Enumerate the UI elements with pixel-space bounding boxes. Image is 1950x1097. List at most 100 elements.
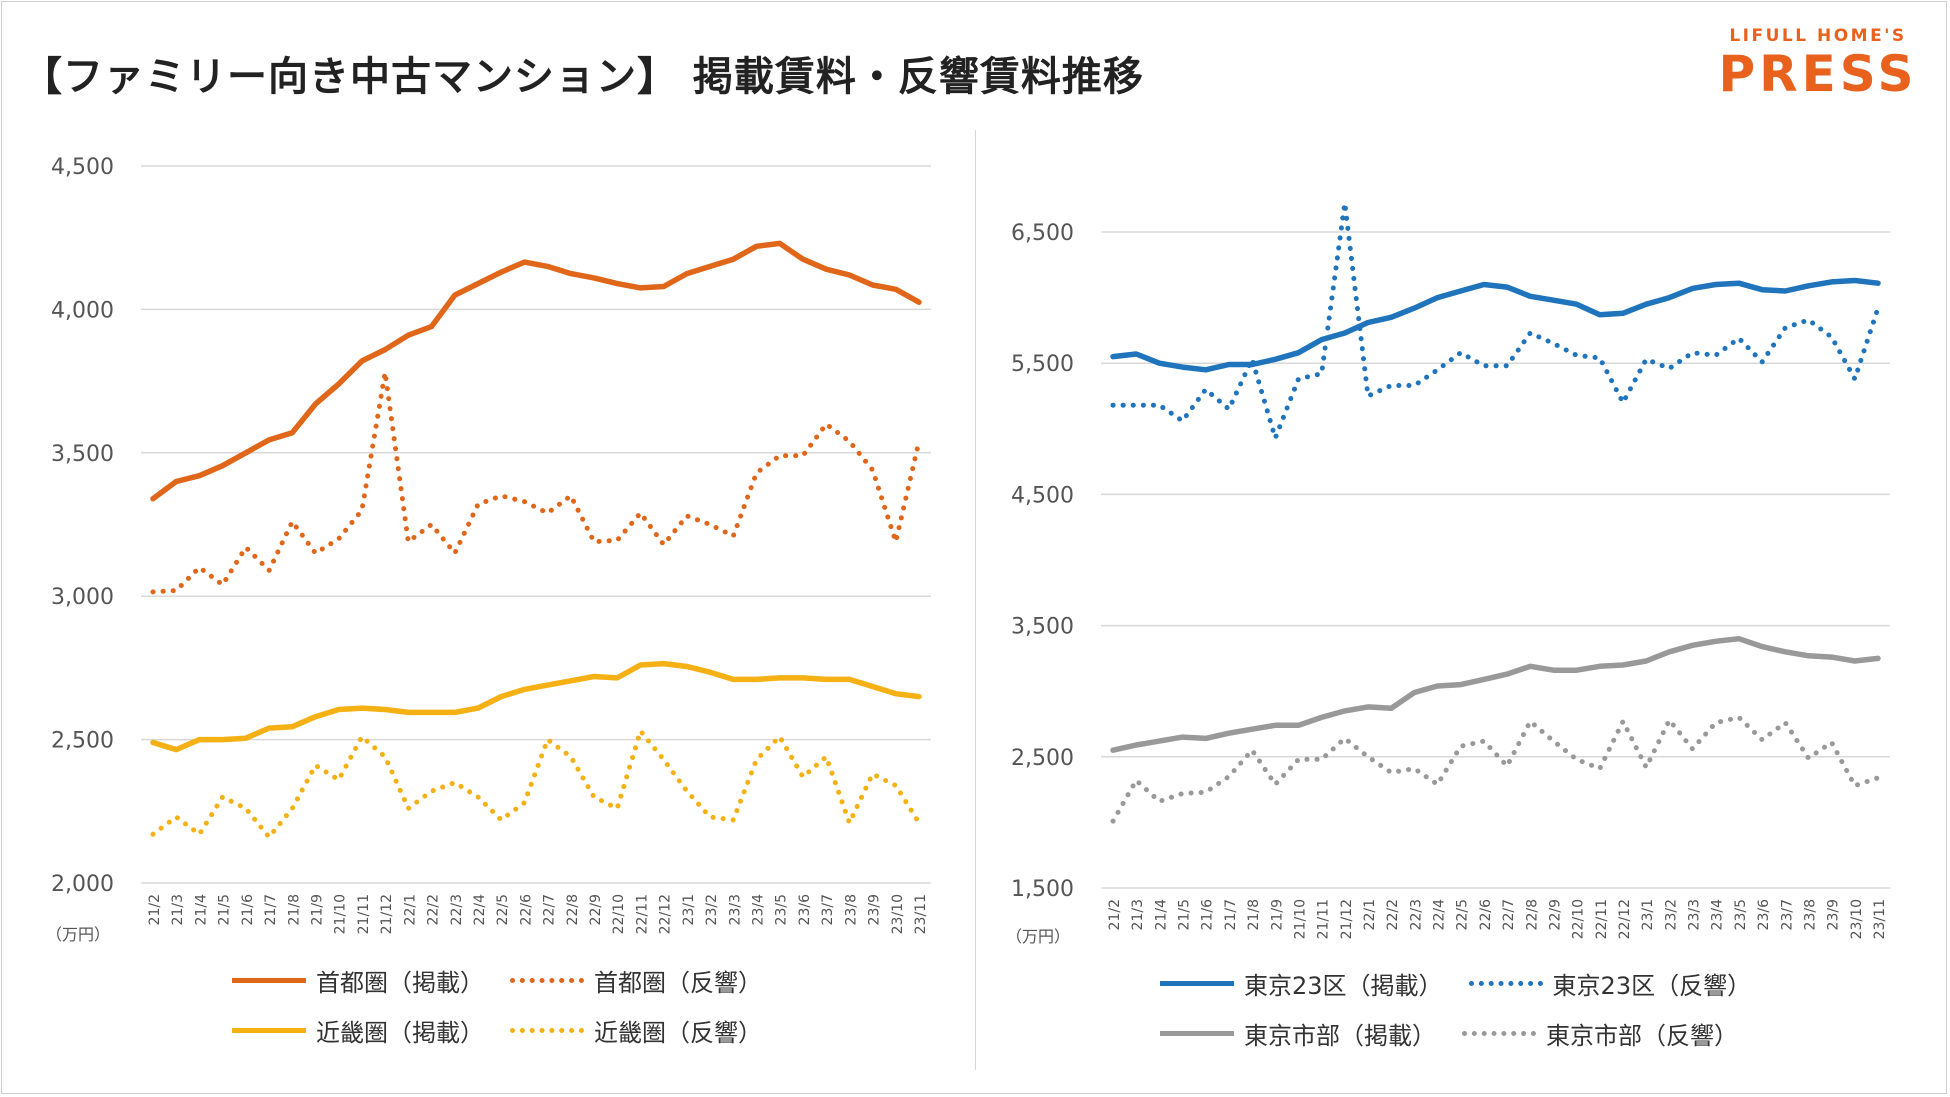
right-x-tick-label: 23/11: [1872, 899, 1888, 939]
right-x-tick-label: 22/1: [1362, 899, 1378, 930]
legend-item: 近畿圏（掲載）: [232, 1013, 484, 1048]
right-x-tick-label: 22/6: [1478, 899, 1494, 931]
page-title: 【ファミリー向き中古マンション】 掲載賃料・反響賃料推移: [22, 54, 1144, 100]
right-x-tick-label: 21/6: [1200, 899, 1216, 931]
right-x-tick-label: 23/10: [1849, 899, 1865, 939]
left-x-tick-label: 22/1: [402, 894, 418, 925]
left-x-tick-label: 21/8: [286, 894, 302, 925]
right-series-0-line: [1110, 277, 1881, 373]
left-x-tick-label: 22/5: [495, 894, 511, 925]
right-x-tick-label: 21/8: [1246, 899, 1262, 930]
right-series-2-line: [1110, 635, 1881, 753]
left-x-tick-label: 23/8: [843, 894, 859, 925]
legend-swatch: [1468, 980, 1543, 986]
left-x-tick-label: 23/6: [797, 894, 813, 926]
left-series-2-line: [150, 660, 922, 753]
legend-item: 近畿圏（反響）: [510, 1013, 762, 1048]
right-series-1-line: [1110, 200, 1881, 441]
right-x-tick-label: 21/11: [1316, 899, 1332, 939]
legend-label: 首都圏（掲載）: [316, 968, 484, 997]
right-x-tick-label: 21/10: [1292, 899, 1308, 939]
lifull-press-logo: LIFULL HOME'S PRESS: [1718, 26, 1918, 100]
legend-swatch: [1160, 1030, 1234, 1036]
right-x-tick-label: 21/3: [1130, 899, 1146, 930]
left-x-tick-label: 23/10: [890, 894, 906, 934]
right-x-tick-label: 21/4: [1153, 899, 1169, 931]
right-unit-label: （万円）: [1006, 927, 1070, 946]
legend-swatch: [232, 977, 306, 983]
left-y-tick-label: 3,000: [51, 585, 114, 610]
legend-item: 東京市部（掲載）: [1160, 1016, 1436, 1051]
logo-top-text: LIFULL HOME'S: [1729, 26, 1907, 46]
right-x-tick-label: 22/12: [1617, 899, 1633, 939]
left-y-tick-label: 2,000: [51, 872, 114, 897]
right-x-tick-label: 21/9: [1269, 899, 1285, 930]
legend-row: 近畿圏（掲載） 近畿圏（反響）: [232, 1005, 788, 1055]
legend-right: 東京23区（掲載） 東京23区（反響） 東京市部（掲載） 東京市部（反響）: [1160, 958, 1777, 1058]
left-y-tick-label: 4,500: [51, 155, 114, 180]
left-x-tick-label: 22/9: [588, 894, 604, 925]
legend-swatch: [232, 1027, 306, 1033]
legend-swatch: [1160, 980, 1234, 986]
legend-item: 首都圏（反響）: [510, 963, 762, 998]
legend-label: 東京市部（掲載）: [1244, 1021, 1436, 1050]
legend-label: 東京23区（反響）: [1552, 971, 1752, 1000]
right-x-tick-label: 22/7: [1501, 899, 1517, 930]
left-x-tick-label: 21/6: [240, 894, 256, 926]
left-x-tick-label: 21/3: [170, 894, 186, 925]
left-series-1-line: [150, 370, 922, 595]
left-x-tick-label: 21/11: [356, 894, 372, 934]
right-x-tick-label: 21/2: [1107, 899, 1123, 930]
legend-row: 首都圏（掲載） 首都圏（反響）: [232, 955, 788, 1005]
legend-item: 東京市部（反響）: [1462, 1016, 1738, 1051]
legend-label: 近畿圏（反響）: [594, 1018, 762, 1047]
chart-divider: [975, 130, 976, 1070]
right-x-tick-label: 22/9: [1547, 899, 1563, 930]
left-x-tick-label: 21/7: [263, 894, 279, 925]
right-x-tick-label: 23/6: [1756, 899, 1772, 931]
right-x-tick-label: 21/12: [1339, 899, 1355, 939]
right-x-tick-label: 22/11: [1594, 899, 1610, 939]
right-y-tick-label: 6,500: [1011, 221, 1074, 246]
legend-item: 東京23区（掲載）: [1160, 966, 1443, 1001]
legend-label: 首都圏（反響）: [594, 968, 762, 997]
left-x-tick-label: 23/2: [704, 894, 720, 925]
left-x-tick-label: 21/9: [309, 894, 325, 925]
logo-main-text: PRESS: [1718, 45, 1918, 103]
right-x-tick-label: 23/7: [1779, 899, 1795, 930]
legend-label: 近畿圏（掲載）: [316, 1018, 484, 1047]
left-x-tick-label: 22/7: [542, 894, 558, 925]
left-x-tick-label: 22/3: [449, 894, 465, 925]
left-x-tick-label: 21/5: [217, 894, 233, 925]
left-x-tick-label: 22/4: [472, 894, 488, 926]
left-series-0-line: [150, 240, 922, 502]
left-x-tick-label: 22/10: [611, 894, 627, 934]
right-y-tick-label: 3,500: [1011, 615, 1074, 640]
right-x-tick-label: 22/10: [1571, 899, 1587, 939]
left-x-tick-label: 22/8: [565, 894, 581, 925]
left-x-tick-label: 23/4: [751, 894, 767, 926]
left-x-tick-label: 22/12: [658, 894, 674, 934]
left-x-tick-label: 21/2: [147, 894, 163, 925]
left-y-tick-label: 2,500: [51, 729, 114, 754]
left-series-3-line: [150, 728, 922, 840]
left-x-tick-label: 22/11: [634, 894, 650, 934]
right-x-tick-label: 23/1: [1640, 899, 1656, 930]
left-x-tick-label: 21/10: [333, 894, 349, 934]
right-x-tick-label: 22/3: [1408, 899, 1424, 930]
left-x-tick-label: 21/12: [379, 894, 395, 934]
right-x-tick-label: 22/4: [1432, 899, 1448, 931]
right-x-tick-label: 23/3: [1687, 899, 1703, 930]
right-y-tick-label: 1,500: [1011, 877, 1074, 902]
right-x-tick-label: 23/8: [1802, 899, 1818, 930]
right-x-tick-label: 23/9: [1826, 899, 1842, 930]
right-x-tick-label: 22/5: [1455, 899, 1471, 930]
left-unit-label: （万円）: [46, 925, 110, 944]
left-x-tick-label: 23/5: [774, 894, 790, 925]
legend-swatch: [510, 1027, 584, 1033]
legend-left: 首都圏（掲載） 首都圏（反響） 近畿圏（掲載） 近畿圏（反響）: [232, 955, 788, 1055]
legend-row: 東京23区（掲載） 東京23区（反響）: [1160, 958, 1777, 1008]
left-y-tick-label: 3,500: [51, 442, 114, 467]
legend-label: 東京23区（掲載）: [1244, 971, 1443, 1000]
